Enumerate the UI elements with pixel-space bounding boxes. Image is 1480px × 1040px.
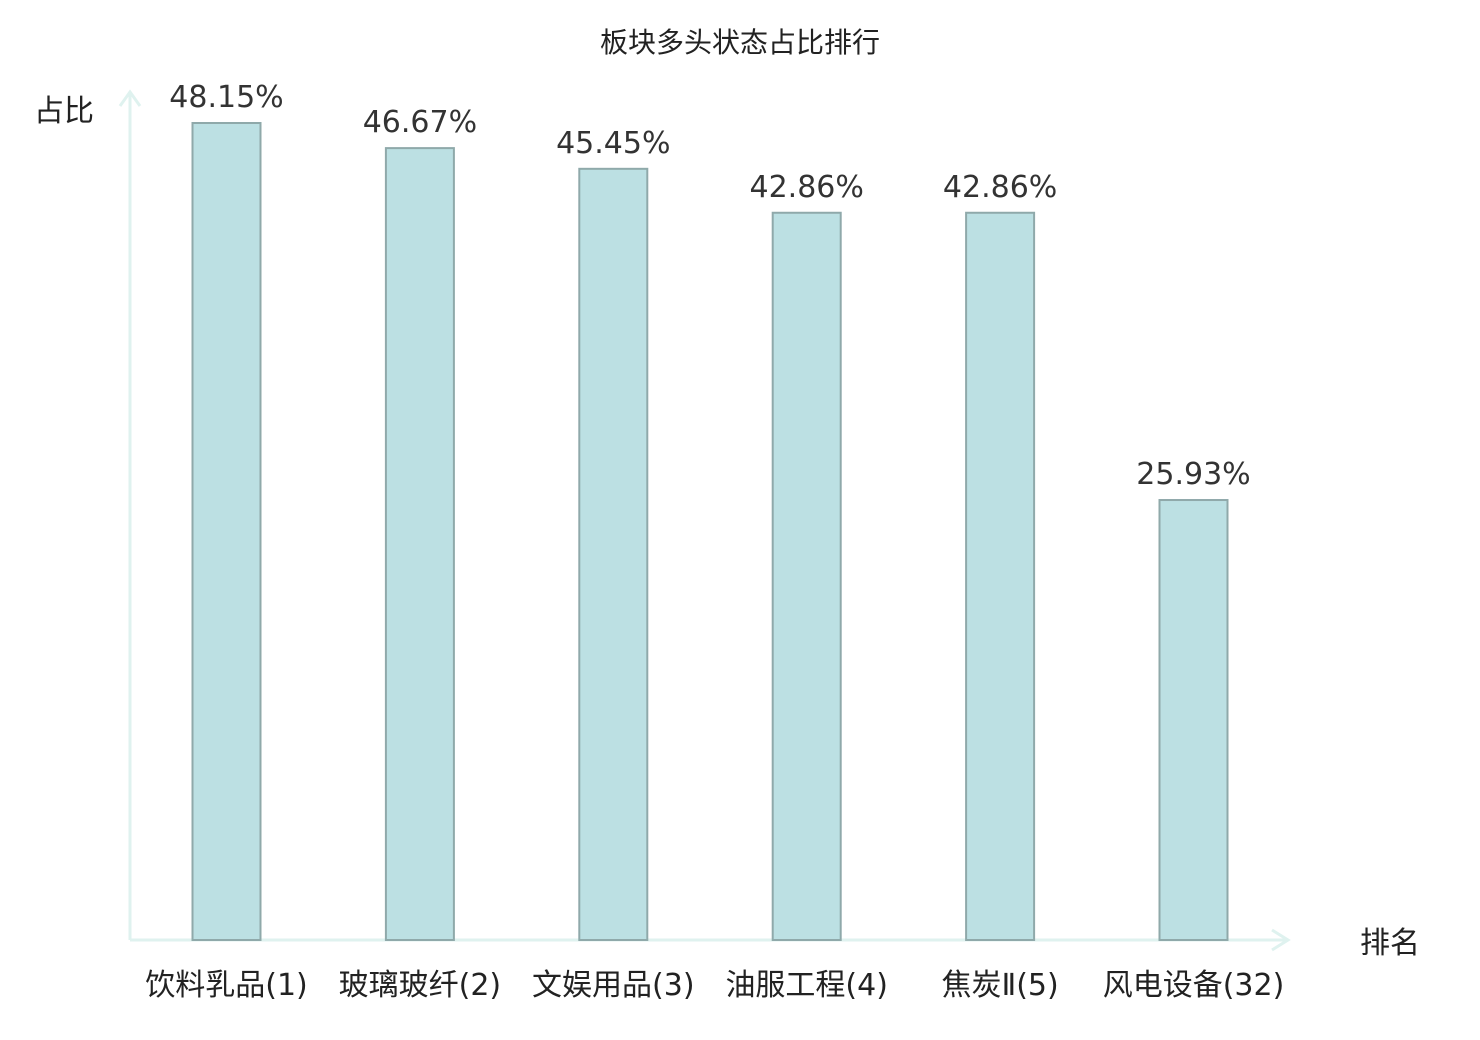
bar-value-label-2: 46.67% xyxy=(363,105,477,140)
category-label-1: 饮料乳品(1) xyxy=(145,968,308,1003)
bar-5 xyxy=(965,211,1036,941)
y-axis-label: 占比 xyxy=(34,94,94,129)
bar-1 xyxy=(191,122,262,941)
category-label-4: 油服工程(4) xyxy=(725,968,888,1003)
bars-group: 48.15% 饮料乳品(1) 46.67% 玻璃玻纤(2) 45.45% 文娱用品(3) 4… xyxy=(145,80,1284,1003)
chart-title: 板块多头状态占比排行 xyxy=(600,26,880,59)
category-label-2: 玻璃玻纤(2) xyxy=(339,968,502,1003)
category-label-6: 风电设备(32) xyxy=(1103,968,1285,1003)
bar-2 xyxy=(384,147,455,941)
bar-value-label-4: 42.86% xyxy=(750,170,864,205)
bar-value-label-5: 42.86% xyxy=(943,170,1057,205)
category-label-3: 文娱用品(3) xyxy=(532,968,695,1003)
bar-value-label-1: 48.15% xyxy=(169,80,283,115)
y-axis-arrow xyxy=(118,89,142,107)
bar-value-label-3: 45.45% xyxy=(556,126,670,161)
x-axis-arrow xyxy=(1271,928,1291,952)
bar-3 xyxy=(578,167,649,941)
category-label-5: 焦炭Ⅱ(5) xyxy=(941,968,1058,1003)
x-axis-label: 排名 xyxy=(1360,926,1420,961)
bar-4 xyxy=(771,211,842,941)
bar-6 xyxy=(1158,499,1229,941)
bar-value-label-6: 25.93% xyxy=(1136,457,1250,492)
